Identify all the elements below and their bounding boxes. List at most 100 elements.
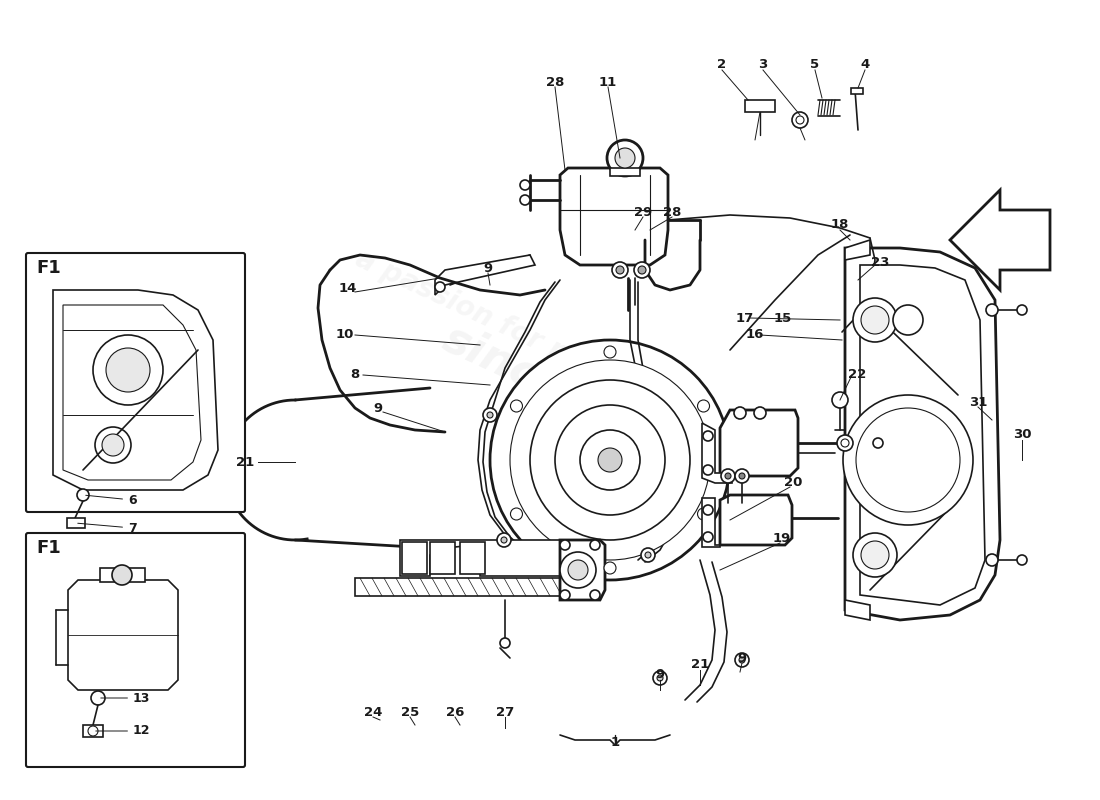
Text: 29: 29 bbox=[634, 206, 652, 218]
Circle shape bbox=[615, 148, 635, 168]
Circle shape bbox=[604, 562, 616, 574]
Circle shape bbox=[734, 407, 746, 419]
Polygon shape bbox=[560, 540, 605, 600]
Circle shape bbox=[653, 671, 667, 685]
Bar bbox=[402, 542, 427, 574]
Polygon shape bbox=[355, 578, 565, 596]
Text: 20: 20 bbox=[784, 475, 802, 489]
Polygon shape bbox=[860, 265, 984, 605]
Circle shape bbox=[1018, 305, 1027, 315]
Circle shape bbox=[739, 473, 745, 479]
FancyBboxPatch shape bbox=[26, 533, 245, 767]
Circle shape bbox=[837, 435, 852, 451]
Circle shape bbox=[556, 405, 666, 515]
Circle shape bbox=[530, 380, 690, 540]
Text: 12: 12 bbox=[96, 725, 151, 738]
Polygon shape bbox=[63, 305, 201, 480]
Circle shape bbox=[792, 112, 808, 128]
Circle shape bbox=[598, 448, 622, 472]
Circle shape bbox=[703, 532, 713, 542]
Circle shape bbox=[560, 590, 570, 600]
Circle shape bbox=[112, 565, 132, 585]
Bar bbox=[460, 542, 485, 574]
Circle shape bbox=[560, 552, 596, 588]
Text: 21: 21 bbox=[235, 455, 254, 469]
Circle shape bbox=[735, 469, 749, 483]
Text: 13: 13 bbox=[101, 691, 151, 705]
Text: 1: 1 bbox=[610, 735, 619, 749]
Text: 6: 6 bbox=[86, 494, 136, 506]
Circle shape bbox=[657, 675, 663, 681]
Text: 9: 9 bbox=[656, 669, 664, 682]
Text: F1: F1 bbox=[36, 259, 60, 277]
Text: 11: 11 bbox=[598, 75, 617, 89]
Circle shape bbox=[720, 469, 735, 483]
Circle shape bbox=[102, 434, 124, 456]
Text: 24: 24 bbox=[364, 706, 382, 718]
Circle shape bbox=[703, 465, 713, 475]
Circle shape bbox=[497, 533, 512, 547]
Bar bbox=[745, 100, 776, 112]
Circle shape bbox=[483, 408, 497, 422]
Text: 10: 10 bbox=[336, 329, 354, 342]
Polygon shape bbox=[720, 410, 798, 476]
Circle shape bbox=[697, 400, 710, 412]
Circle shape bbox=[580, 430, 640, 490]
Bar bbox=[851, 88, 864, 94]
Circle shape bbox=[725, 473, 732, 479]
Circle shape bbox=[986, 304, 998, 316]
Circle shape bbox=[861, 541, 889, 569]
Polygon shape bbox=[845, 240, 870, 260]
Bar bbox=[82, 725, 103, 737]
Circle shape bbox=[500, 537, 507, 543]
Polygon shape bbox=[53, 290, 218, 490]
Text: since1995: since1995 bbox=[436, 317, 684, 463]
Circle shape bbox=[568, 560, 588, 580]
Circle shape bbox=[861, 306, 889, 334]
Circle shape bbox=[703, 505, 713, 515]
Circle shape bbox=[106, 348, 150, 392]
Circle shape bbox=[520, 180, 530, 190]
Circle shape bbox=[490, 340, 730, 580]
Circle shape bbox=[754, 407, 766, 419]
Circle shape bbox=[873, 438, 883, 448]
Circle shape bbox=[739, 657, 745, 663]
Text: 4: 4 bbox=[860, 58, 870, 71]
Polygon shape bbox=[560, 168, 668, 265]
Circle shape bbox=[832, 392, 848, 408]
Bar bbox=[610, 168, 640, 176]
Polygon shape bbox=[400, 540, 560, 576]
Text: 8: 8 bbox=[351, 369, 360, 382]
Circle shape bbox=[612, 262, 628, 278]
Circle shape bbox=[645, 552, 651, 558]
Polygon shape bbox=[845, 248, 1000, 620]
Text: 27: 27 bbox=[496, 706, 514, 718]
Polygon shape bbox=[702, 498, 721, 547]
Polygon shape bbox=[702, 423, 732, 483]
Circle shape bbox=[95, 427, 131, 463]
Circle shape bbox=[590, 540, 600, 550]
Text: 9: 9 bbox=[737, 651, 747, 665]
Circle shape bbox=[520, 195, 530, 205]
Circle shape bbox=[796, 116, 804, 124]
Circle shape bbox=[434, 282, 446, 292]
Circle shape bbox=[641, 548, 654, 562]
Circle shape bbox=[986, 554, 998, 566]
Circle shape bbox=[843, 395, 974, 525]
Text: 15: 15 bbox=[774, 311, 792, 325]
Text: 21: 21 bbox=[691, 658, 710, 671]
Text: 22: 22 bbox=[848, 369, 866, 382]
FancyBboxPatch shape bbox=[26, 253, 245, 512]
Circle shape bbox=[856, 408, 960, 512]
Text: 30: 30 bbox=[1013, 429, 1032, 442]
Circle shape bbox=[500, 638, 510, 648]
Text: 26: 26 bbox=[446, 706, 464, 718]
Text: 18: 18 bbox=[830, 218, 849, 231]
Circle shape bbox=[510, 360, 710, 560]
Text: 2: 2 bbox=[717, 58, 727, 71]
Text: 5: 5 bbox=[811, 58, 819, 71]
Polygon shape bbox=[68, 580, 178, 690]
Text: 28: 28 bbox=[546, 75, 564, 89]
Circle shape bbox=[697, 508, 710, 520]
Text: 25: 25 bbox=[400, 706, 419, 718]
